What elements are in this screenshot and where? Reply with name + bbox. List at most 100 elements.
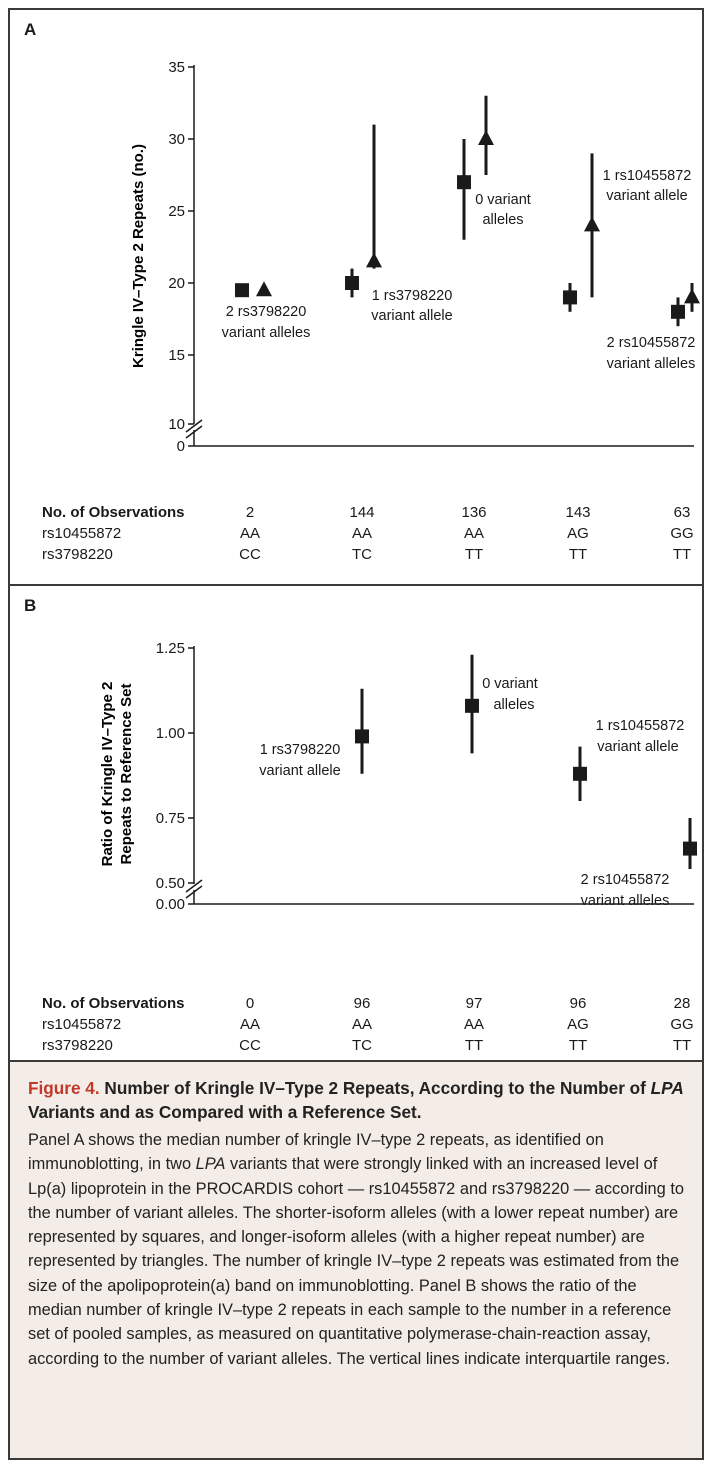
panel-b-obs-value: 97 bbox=[466, 995, 483, 1012]
ratio-square-marker bbox=[573, 766, 587, 781]
panel-a-row2-value: CC bbox=[239, 546, 261, 563]
panel-b-ytick-label: 1.25 bbox=[156, 640, 185, 657]
caption-title-italic: LPA bbox=[650, 1078, 684, 1098]
panel-a-row1-value: GG bbox=[670, 525, 693, 542]
caption-title-text: Variants and as Compared with a Referenc… bbox=[28, 1102, 422, 1122]
panel-a-marks bbox=[235, 95, 700, 327]
panel-a-row1-value: AA bbox=[240, 525, 260, 542]
square-marker bbox=[457, 175, 471, 190]
panel-b-obs-value: 0 bbox=[246, 995, 254, 1012]
panel-a-annotation: 2 rs3798220 bbox=[226, 304, 307, 320]
panel-a-annotation: alleles bbox=[482, 212, 523, 228]
panel-b-letter: B bbox=[24, 596, 37, 615]
panel-a-annotation: variant allele bbox=[606, 188, 687, 204]
caption-body: Panel A shows the median number of kring… bbox=[28, 1128, 684, 1371]
panel-a-annotation: 1 rs3798220 bbox=[372, 288, 453, 304]
panel-b-row1-value: AG bbox=[567, 1016, 589, 1033]
figure-frame: A 35 30 25 20 1 bbox=[8, 8, 704, 1460]
panel-b-marks bbox=[355, 654, 697, 869]
panel-a-ytick-label: 30 bbox=[168, 131, 185, 148]
panel-b-annotation: 2 rs10455872 bbox=[581, 872, 670, 888]
square-marker bbox=[235, 283, 249, 298]
panel-b-y-axis-label-line2: Repeats to Reference Set bbox=[118, 684, 135, 865]
triangle-marker bbox=[478, 130, 494, 145]
caption-body-italic: LPA bbox=[195, 1155, 226, 1174]
panel-a-row1-label: rs10455872 bbox=[42, 525, 121, 542]
panel-a-row2-value: TC bbox=[352, 546, 372, 563]
square-marker bbox=[345, 276, 359, 290]
panel-b-annotation: 1 rs10455872 bbox=[596, 718, 685, 734]
panel-b-annotation: variant alleles bbox=[581, 893, 670, 909]
panel-b-chart: 1.25 1.00 0.75 0.50 0.00 Ratio of Kringl… bbox=[42, 640, 697, 1054]
panel-b-annotation: variant allele bbox=[597, 739, 678, 755]
ratio-square-marker bbox=[355, 729, 369, 744]
panel-a-row2-value: TT bbox=[673, 546, 691, 563]
panel-a-obs-value: 144 bbox=[349, 504, 374, 521]
panel-b-row2-value: TT bbox=[569, 1037, 587, 1054]
panel-b-obs-value: 96 bbox=[354, 995, 371, 1012]
panel-a-row1-value: AA bbox=[464, 525, 484, 542]
panel-a-obs-value: 143 bbox=[565, 504, 590, 521]
panel-a-row2-label: rs3798220 bbox=[42, 546, 113, 563]
panel-b-row2-label: rs3798220 bbox=[42, 1037, 113, 1054]
panel-b-ytick-label: 0.50 bbox=[156, 875, 185, 892]
panel-a-ytick-label: 10 bbox=[168, 416, 185, 433]
panel-b-row1-value: AA bbox=[240, 1016, 260, 1033]
panel-b-axis-break-2 bbox=[185, 885, 203, 899]
panel-a-annotation: variant alleles bbox=[222, 325, 311, 341]
panel-a-ytick-label: 25 bbox=[168, 203, 185, 220]
panel-a-obs-value: 2 bbox=[246, 504, 254, 521]
panel-b-row1-label: rs10455872 bbox=[42, 1016, 121, 1033]
panel-b-row2-value: CC bbox=[239, 1037, 261, 1054]
panel-b-ytick-label: 1.00 bbox=[156, 725, 185, 742]
panel-a-obs-value: 136 bbox=[461, 504, 486, 521]
panel-b: B 1.25 1.00 0.75 0.50 0.00 Ratio of Krin… bbox=[10, 586, 702, 1062]
panel-a-annotation: 2 rs10455872 bbox=[607, 335, 696, 351]
panel-b-obs-value: 28 bbox=[674, 995, 691, 1012]
triangle-marker bbox=[366, 252, 382, 268]
panel-a: A 35 30 25 20 1 bbox=[10, 10, 702, 586]
panel-a-annotation: 0 variant bbox=[475, 192, 531, 208]
panel-a-chart: 35 30 25 20 15 10 0 Kringle IV–Type 2 Re… bbox=[42, 59, 700, 563]
panel-b-row1-value: GG bbox=[670, 1016, 693, 1033]
panel-a-annotation: variant alleles bbox=[607, 356, 696, 372]
panel-a-ytick-label: 15 bbox=[168, 347, 185, 364]
panel-a-y-axis-label: Kringle IV–Type 2 Repeats (no.) bbox=[130, 144, 147, 368]
triangle-marker bbox=[684, 288, 700, 304]
panel-a-ytick-label: 35 bbox=[168, 59, 185, 76]
panel-a-ytick-label: 0 bbox=[177, 438, 185, 455]
panel-a-annotation: variant allele bbox=[371, 308, 452, 324]
square-marker bbox=[671, 304, 685, 319]
panel-b-ticks bbox=[188, 647, 194, 905]
panel-a-row1-value: AA bbox=[352, 525, 372, 542]
panel-b-obs-header: No. of Observations bbox=[42, 995, 185, 1012]
panel-b-ytick-label: 0.75 bbox=[156, 810, 185, 827]
panel-b-axis-break-1 bbox=[185, 879, 203, 893]
panel-b-ytick-label: 0.00 bbox=[156, 896, 185, 913]
panel-b-row1-value: AA bbox=[464, 1016, 484, 1033]
caption-body-text: variants that were strongly linked with … bbox=[28, 1155, 684, 1368]
figure-caption: Figure 4. Number of Kringle IV–Type 2 Re… bbox=[10, 1062, 702, 1458]
panel-a-ticks bbox=[188, 66, 194, 447]
caption-title: Figure 4. Number of Kringle IV–Type 2 Re… bbox=[28, 1076, 684, 1124]
ratio-square-marker bbox=[683, 841, 697, 856]
panel-b-annotation: variant allele bbox=[259, 763, 340, 779]
caption-figure-label: Figure 4. bbox=[28, 1078, 100, 1098]
ratio-square-marker bbox=[465, 698, 479, 713]
panel-a-ytick-label: 20 bbox=[168, 275, 185, 292]
caption-title-text: Number of Kringle IV–Type 2 Repeats, Acc… bbox=[99, 1078, 651, 1098]
panel-b-annotation: alleles bbox=[493, 697, 534, 713]
panel-b-row1-value: AA bbox=[352, 1016, 372, 1033]
panel-a-annotation: 1 rs10455872 bbox=[603, 168, 692, 184]
panel-b-row2-value: TT bbox=[465, 1037, 483, 1054]
panel-b-y-axis-label-line1: Ratio of Kringle IV–Type 2 bbox=[99, 682, 116, 867]
triangle-marker bbox=[584, 216, 600, 232]
panel-b-row2-value: TT bbox=[673, 1037, 691, 1054]
panel-a-obs-value: 63 bbox=[674, 504, 691, 521]
panel-a-row1-value: AG bbox=[567, 525, 589, 542]
panel-a-row2-value: TT bbox=[569, 546, 587, 563]
square-marker bbox=[563, 290, 577, 305]
panel-b-annotation: 0 variant bbox=[482, 676, 538, 692]
panel-b-obs-value: 96 bbox=[570, 995, 587, 1012]
caption-body-text: Panel A shows the median number of kring… bbox=[28, 1131, 604, 1174]
